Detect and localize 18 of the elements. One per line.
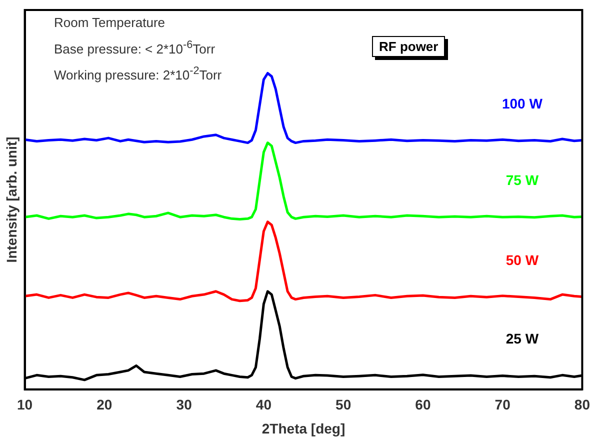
x-axis-title: 2Theta [deg] [262,420,346,436]
text: Room Temperature [54,14,166,32]
text: 100 W [502,95,544,112]
x-tick-label: 30 [176,396,192,413]
text: 75 W [506,172,540,188]
x-tick-label: 80 [574,396,590,413]
x-tick-label: 50 [336,396,352,413]
text: 25 W [506,330,540,346]
text: Base pressure: < 2*10$^{-6}$Torr [54,38,216,58]
legend-title: RF power [372,36,446,57]
x-tick-label: 20 [96,396,112,413]
x-tick-label: 70 [494,396,511,413]
text: 50 W [506,252,540,268]
x-tick-label: 10 [17,396,33,413]
x-tick-label: 40 [256,396,272,413]
x-tick-label: 60 [415,396,431,413]
annotation: Working pressure: 2*10$^{-2}$Torr [54,64,222,85]
y-axis-title: Intensity [arb. unit] [3,136,20,263]
